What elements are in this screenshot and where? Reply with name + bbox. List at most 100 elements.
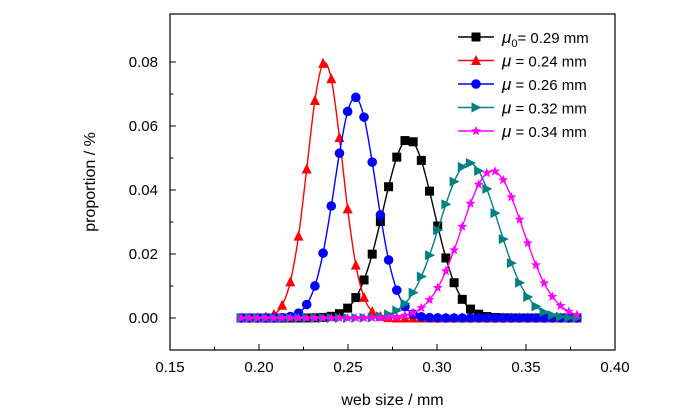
legend-item: μ = 0.24 mm bbox=[458, 52, 587, 71]
legend-marker bbox=[471, 32, 481, 42]
data-point bbox=[375, 312, 386, 323]
data-point bbox=[465, 157, 476, 168]
data-point bbox=[367, 249, 377, 259]
data-point bbox=[441, 199, 452, 210]
data-point bbox=[301, 163, 312, 174]
data-point bbox=[334, 148, 345, 159]
y-tick-label: 0.00 bbox=[129, 310, 158, 327]
data-point bbox=[465, 304, 475, 314]
data-point bbox=[391, 285, 402, 295]
legend-label: μ = 0.34 mm bbox=[501, 122, 587, 141]
data-point bbox=[293, 230, 304, 241]
data-point bbox=[490, 313, 500, 323]
data-point bbox=[359, 291, 370, 302]
data-point bbox=[383, 312, 394, 322]
legend-value: = 0.26 mm bbox=[511, 77, 586, 94]
data-point bbox=[424, 312, 435, 323]
data-point bbox=[375, 217, 385, 227]
data-point bbox=[392, 152, 402, 162]
data-point bbox=[498, 234, 509, 245]
data-point bbox=[342, 203, 353, 214]
data-point bbox=[400, 298, 411, 309]
data-point bbox=[359, 275, 369, 285]
data-point bbox=[293, 312, 304, 323]
x-tick-label: 0.40 bbox=[600, 359, 629, 376]
data-point bbox=[416, 155, 426, 165]
data-point bbox=[433, 225, 444, 236]
data-point bbox=[506, 313, 517, 323]
data-point bbox=[350, 259, 361, 270]
data-point bbox=[547, 310, 558, 321]
legend-value: = 0.29 mm bbox=[517, 30, 588, 47]
data-point bbox=[498, 174, 509, 185]
data-point bbox=[523, 291, 534, 302]
data-point bbox=[326, 201, 337, 211]
data-point bbox=[375, 210, 386, 220]
data-point bbox=[334, 312, 345, 323]
data-point bbox=[530, 259, 542, 270]
data-point bbox=[342, 106, 353, 117]
data-point bbox=[522, 313, 533, 323]
data-point bbox=[244, 312, 255, 323]
data-point bbox=[506, 258, 517, 269]
data-point bbox=[326, 73, 337, 84]
data-point bbox=[457, 161, 468, 172]
data-point bbox=[318, 312, 329, 323]
data-point bbox=[252, 312, 263, 323]
data-point bbox=[277, 299, 288, 310]
data-point bbox=[350, 312, 361, 323]
data-point bbox=[457, 221, 468, 231]
data-point bbox=[449, 176, 460, 187]
data-point bbox=[342, 312, 353, 323]
data-point bbox=[482, 313, 492, 323]
legend-item: μ = 0.26 mm bbox=[458, 75, 587, 94]
data-point bbox=[514, 313, 525, 323]
data-point bbox=[514, 214, 525, 224]
data-point bbox=[277, 312, 288, 323]
data-point bbox=[351, 92, 361, 103]
data-point bbox=[260, 312, 271, 323]
data-point bbox=[416, 302, 427, 313]
data-point bbox=[326, 312, 337, 323]
data-point bbox=[531, 313, 541, 323]
data-point bbox=[424, 294, 435, 305]
data-point bbox=[391, 311, 402, 322]
legend-symbol: μ bbox=[501, 99, 512, 118]
data-point bbox=[416, 271, 427, 282]
legend-value: = 0.32 mm bbox=[511, 101, 586, 118]
y-tick-label: 0.04 bbox=[129, 182, 158, 199]
x-tick-label: 0.20 bbox=[244, 359, 273, 376]
data-point bbox=[408, 287, 419, 298]
data-point bbox=[457, 294, 467, 304]
data-point bbox=[432, 313, 443, 323]
data-point bbox=[539, 307, 550, 318]
legend-marker bbox=[471, 102, 482, 113]
legend-subscript: 0 bbox=[511, 38, 517, 50]
data-point bbox=[408, 137, 418, 147]
data-point bbox=[392, 305, 403, 316]
legend-item: μ0= 0.29 mm bbox=[458, 28, 589, 50]
data-point bbox=[489, 166, 501, 176]
data-point bbox=[547, 291, 558, 301]
series-3 bbox=[236, 157, 583, 323]
data-point bbox=[539, 277, 550, 288]
legend-value: = 0.34 mm bbox=[511, 124, 586, 141]
data-point bbox=[425, 186, 435, 196]
data-point bbox=[449, 244, 460, 255]
data-point bbox=[400, 136, 410, 146]
data-point bbox=[449, 313, 459, 323]
data-point bbox=[433, 221, 443, 231]
legend-item: μ = 0.34 mm bbox=[458, 122, 587, 141]
y-tick-label: 0.08 bbox=[129, 54, 158, 71]
data-point bbox=[531, 301, 542, 312]
data-point bbox=[408, 307, 419, 318]
y-axis-label: proportion / % bbox=[82, 132, 99, 232]
data-point bbox=[481, 167, 492, 178]
legend-item: μ = 0.32 mm bbox=[458, 99, 587, 118]
legend-label: μ = 0.24 mm bbox=[501, 52, 587, 71]
data-point bbox=[515, 277, 526, 288]
data-point bbox=[555, 300, 566, 311]
data-point bbox=[556, 311, 567, 322]
